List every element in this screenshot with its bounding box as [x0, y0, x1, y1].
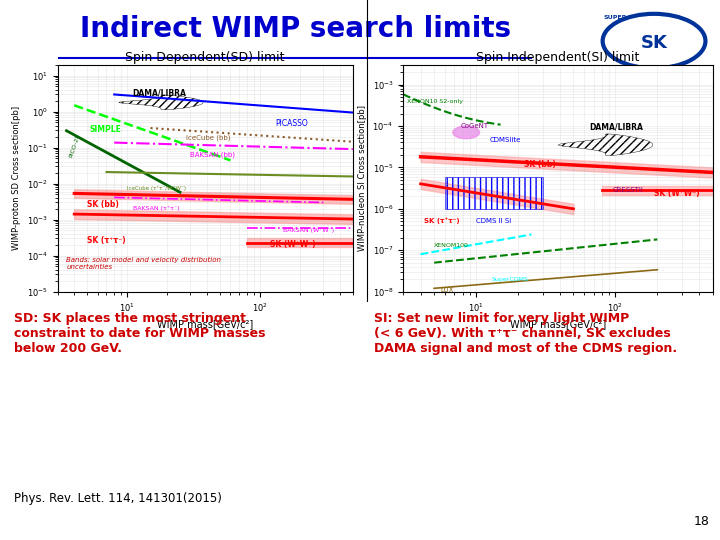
Title: Spin Dependent(SD) limit: Spin Dependent(SD) limit: [125, 51, 285, 64]
Text: CoGeNT: CoGeNT: [461, 123, 489, 129]
Text: Phys. Rev. Lett. 114, 141301(2015): Phys. Rev. Lett. 114, 141301(2015): [14, 492, 222, 505]
Text: CDMS II Si: CDMS II Si: [476, 218, 511, 224]
Text: 18: 18: [693, 515, 709, 528]
Text: IceCube (τ⁺τ⁻/W⁺W⁻): IceCube (τ⁺τ⁻/W⁺W⁻): [127, 185, 186, 191]
Text: SK (τ⁺τ⁻): SK (τ⁺τ⁻): [87, 237, 126, 245]
X-axis label: WIMP mass[GeV/c²]: WIMP mass[GeV/c²]: [157, 319, 253, 329]
Text: SK (W⁺W⁻): SK (W⁺W⁻): [271, 240, 316, 249]
Text: DAMA/LIBRA: DAMA/LIBRA: [132, 89, 186, 98]
Text: BAKSAN (bb): BAKSAN (bb): [191, 152, 235, 158]
Text: PICASSO: PICASSO: [275, 119, 308, 128]
Text: SK (bb): SK (bb): [523, 160, 556, 170]
Text: SD: SK places the most stringent
constraint to date for WIMP masses
below 200 Ge: SD: SK places the most stringent constra…: [14, 312, 266, 355]
Text: Bands: solar model and velocity distribution
uncertainties: Bands: solar model and velocity distribu…: [66, 257, 222, 270]
Text: SK (bb): SK (bb): [87, 200, 119, 210]
Text: CDMSlite: CDMSlite: [490, 138, 521, 144]
Text: SK (W⁺W⁻): SK (W⁺W⁻): [654, 190, 700, 198]
Text: LUX: LUX: [440, 287, 454, 293]
Text: CRESSTII: CRESSTII: [612, 187, 643, 193]
Text: SK: SK: [641, 34, 667, 52]
X-axis label: WIMP mass[GeV/c²]: WIMP mass[GeV/c²]: [510, 319, 606, 329]
Text: BAKSAN (W⁺W⁻): BAKSAN (W⁺W⁻): [284, 228, 335, 233]
Text: SuperCDMS: SuperCDMS: [492, 277, 528, 282]
Y-axis label: WIMP-proton SD Cross section[pb]: WIMP-proton SD Cross section[pb]: [12, 106, 22, 250]
Text: BAKSAN (τ⁺τ⁻): BAKSAN (τ⁺τ⁻): [132, 206, 179, 212]
Polygon shape: [453, 126, 480, 139]
Text: SUPER: SUPER: [603, 15, 626, 19]
Y-axis label: WIMP-nucleon SI Cross section[pb]: WIMP-nucleon SI Cross section[pb]: [358, 105, 367, 251]
Text: PICO-2L: PICO-2L: [68, 133, 81, 158]
Text: IceCube (bb): IceCube (bb): [186, 134, 231, 141]
Title: Spin Independent(SI) limit: Spin Independent(SI) limit: [477, 51, 639, 64]
Text: SI: Set new limit for very light WIMP
(< 6 GeV). With τ⁺τ⁻ channel, SK excludes
: SI: Set new limit for very light WIMP (<…: [374, 312, 678, 355]
Text: SIMPLE: SIMPLE: [89, 125, 121, 133]
Text: DAMA/LIBRA: DAMA/LIBRA: [590, 123, 643, 132]
Text: Indirect WIMP search limits: Indirect WIMP search limits: [80, 15, 510, 43]
Text: XENON10 S2-only: XENON10 S2-only: [407, 99, 463, 104]
Text: SK (τ⁺τ⁻): SK (τ⁺τ⁻): [423, 218, 459, 224]
Text: XENOM100: XENOM100: [434, 243, 469, 248]
